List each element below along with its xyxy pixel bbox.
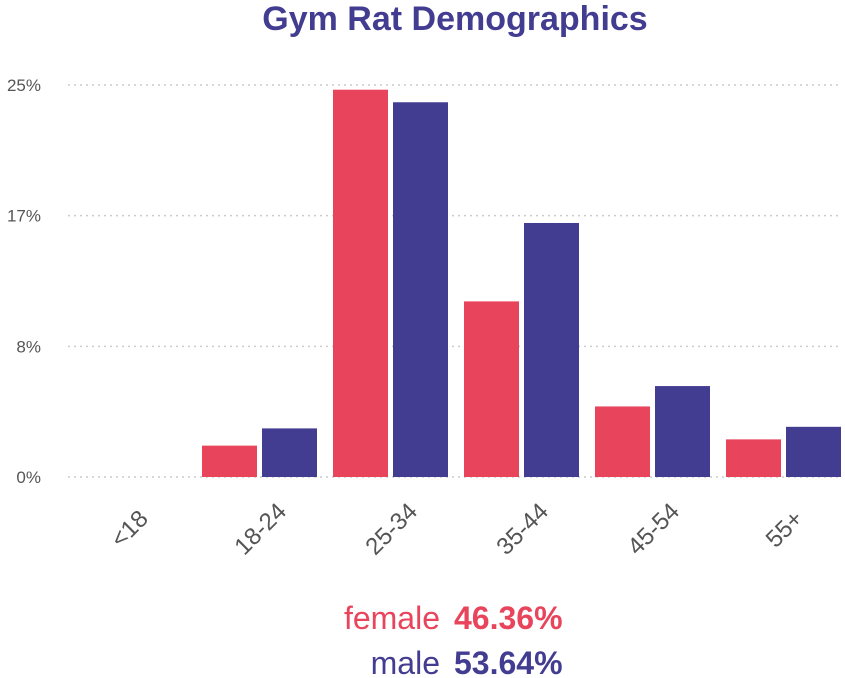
- bars: [202, 89, 841, 478]
- bar-female-4: [595, 406, 650, 477]
- x-tick-label: 25-34: [360, 498, 423, 561]
- bar-male-2: [393, 102, 448, 478]
- bar-female-5: [726, 439, 781, 477]
- x-tick-label: 35-44: [491, 498, 554, 561]
- x-tick-label: 55+: [761, 505, 809, 553]
- legend-male-label: male: [371, 645, 440, 678]
- y-gridlines: 0% 8% 17% 25%: [7, 76, 842, 487]
- y-tick-label: 0%: [16, 468, 41, 487]
- bar-female-1: [202, 445, 257, 477]
- chart-title: Gym Rat Demographics: [262, 0, 647, 38]
- bar-male-5: [786, 426, 841, 477]
- legend-female-label: female: [344, 600, 440, 636]
- y-tick-label: 25%: [7, 76, 41, 95]
- legend-female-share: 46.36%: [454, 600, 563, 636]
- x-tick-label: 18-24: [229, 498, 292, 561]
- y-tick-label: 17%: [7, 207, 41, 226]
- y-tick-label: 8%: [16, 337, 41, 356]
- bar-female-3: [464, 301, 519, 477]
- bar-female-2: [333, 89, 388, 477]
- x-axis-labels: <18 18-24 25-34 35-44 45-54 55+: [106, 498, 809, 561]
- bar-male-3: [524, 222, 579, 477]
- x-tick-label: <18: [106, 505, 154, 553]
- legend: female 46.36% male 53.64%: [344, 600, 563, 678]
- legend-male-share: 53.64%: [454, 645, 563, 678]
- x-tick-label: 45-54: [622, 498, 685, 561]
- bar-male-4: [655, 386, 710, 477]
- bar-male-1: [262, 428, 317, 477]
